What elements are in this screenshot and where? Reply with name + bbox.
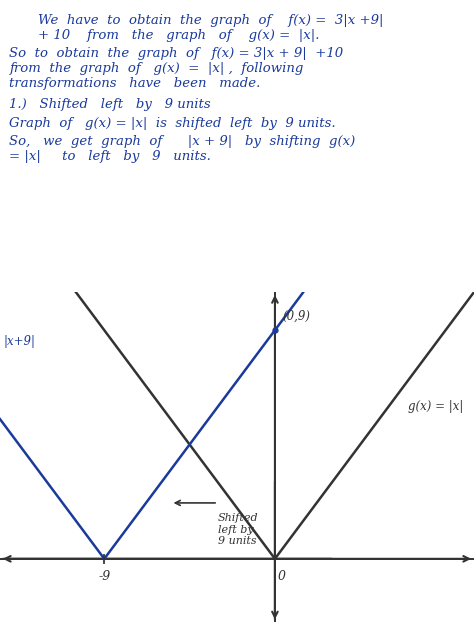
Text: So,   we  get  graph  of      |x + 9|   by  shifting  g(x): So, we get graph of |x + 9| by shifting … (9, 135, 356, 148)
Text: We  have  to  obtain  the  graph  of    f(x) =  3|x +9|: We have to obtain the graph of f(x) = 3|… (38, 14, 383, 27)
Text: + 10    from   the   graph   of    g(x) =  |x|.: + 10 from the graph of g(x) = |x|. (38, 29, 319, 42)
Text: 0: 0 (278, 570, 285, 583)
Text: 1.)   Shifted   left   by   9 units: 1.) Shifted left by 9 units (9, 98, 211, 111)
Text: -9: -9 (98, 570, 110, 583)
Text: g(x) = |x|: g(x) = |x| (408, 400, 463, 413)
Text: So  to  obtain  the  graph  of   f(x) = 3|x + 9|  +10: So to obtain the graph of f(x) = 3|x + 9… (9, 47, 344, 60)
Text: from  the  graph  of   g(x)  =  |x| ,  following: from the graph of g(x) = |x| , following (9, 62, 304, 75)
Text: |x+9|: |x+9| (4, 335, 36, 348)
Text: (0,9): (0,9) (283, 310, 310, 323)
Text: transformations   have   been   made.: transformations have been made. (9, 77, 261, 90)
Text: Graph  of   g(x) = |x|  is  shifted  left  by  9 units.: Graph of g(x) = |x| is shifted left by 9… (9, 117, 336, 130)
Text: = |x|     to   left   by   9   units.: = |x| to left by 9 units. (9, 150, 211, 163)
Text: Shifted
left by
9 units: Shifted left by 9 units (218, 513, 259, 546)
